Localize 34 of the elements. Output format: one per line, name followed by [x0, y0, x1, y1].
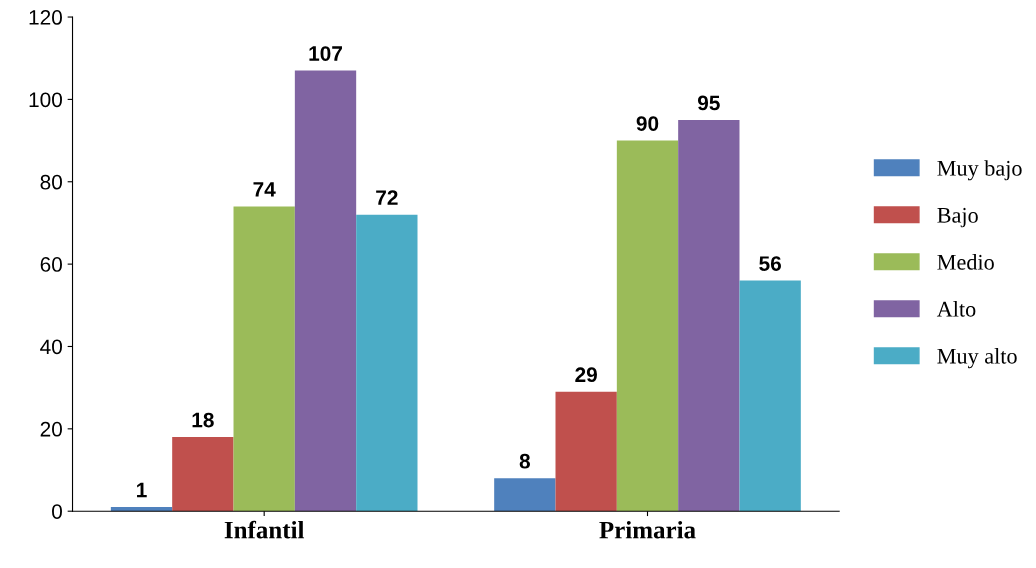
data-label: 74: [253, 182, 276, 197]
data-label: 72: [376, 190, 398, 205]
legend-label: Alto: [936, 301, 976, 317]
data-label: 8: [519, 453, 530, 469]
data-label: 90: [636, 116, 659, 131]
y-tick-label: 60: [40, 257, 62, 272]
y-tick-label: 20: [40, 421, 62, 437]
bar: [110, 507, 173, 512]
bar: [494, 478, 556, 512]
bar: [172, 437, 234, 512]
bar: [739, 280, 801, 512]
y-tick-label: 40: [40, 339, 62, 355]
legend-label: Medio: [937, 254, 994, 270]
y-tick-label: 80: [40, 174, 62, 190]
bar: [294, 70, 357, 512]
data-label: 29: [575, 367, 597, 383]
data-label: 56: [759, 256, 781, 271]
data-label: 95: [697, 95, 720, 111]
bar: [555, 391, 617, 512]
data-label: 107: [309, 46, 342, 61]
y-tick-label: 100: [29, 92, 62, 108]
legend-label: Bajo: [937, 207, 978, 228]
data-label: 1: [137, 482, 147, 498]
bar: [616, 140, 679, 512]
y-tick-label: 120: [29, 10, 62, 25]
bar: [356, 214, 418, 512]
bar: [233, 206, 295, 512]
data-label: 18: [192, 412, 214, 428]
bar: [678, 119, 740, 512]
legend-label: Muy alto: [937, 348, 1017, 369]
x-tick-label: Infantil: [224, 520, 305, 539]
y-tick-label: 0: [52, 504, 62, 519]
x-tick-label: Primaria: [599, 520, 696, 539]
legend-label: Muy bajo: [937, 160, 1022, 181]
